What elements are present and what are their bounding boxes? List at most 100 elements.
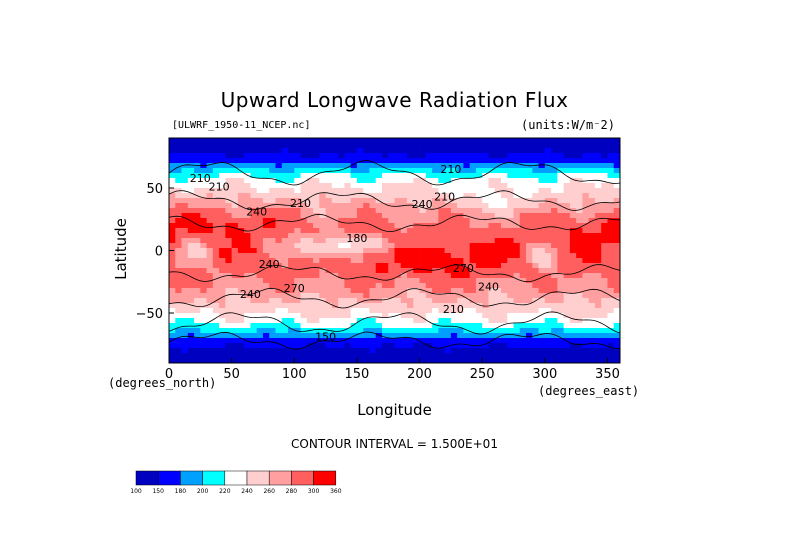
field-cell bbox=[601, 278, 608, 284]
field-cell bbox=[350, 213, 358, 219]
field-cell bbox=[306, 273, 314, 279]
field-cell bbox=[369, 158, 377, 164]
field-cell bbox=[225, 208, 233, 214]
field-cell bbox=[344, 238, 352, 244]
field-cell bbox=[281, 228, 289, 234]
field-cell bbox=[588, 283, 596, 289]
field-cell bbox=[488, 208, 496, 214]
field-cell bbox=[281, 148, 289, 154]
field-cell bbox=[294, 153, 301, 159]
field-cell bbox=[425, 138, 433, 144]
contour-label: 210 bbox=[290, 197, 311, 210]
field-cell bbox=[244, 233, 251, 239]
field-cell bbox=[582, 158, 590, 164]
field-cell bbox=[438, 158, 446, 164]
field-cell bbox=[507, 268, 514, 274]
field-cell bbox=[206, 263, 214, 269]
field-cell bbox=[463, 168, 471, 174]
field-cell bbox=[175, 328, 182, 334]
field-cell bbox=[338, 268, 345, 274]
field-cell bbox=[469, 248, 477, 254]
field-cell bbox=[425, 193, 433, 199]
field-cell bbox=[488, 293, 496, 299]
field-cell bbox=[582, 258, 590, 264]
field-cell bbox=[419, 328, 427, 334]
field-cell bbox=[407, 208, 414, 214]
field-cell bbox=[419, 173, 427, 179]
field-cell bbox=[219, 153, 226, 159]
field-cell bbox=[613, 168, 620, 174]
field-cell bbox=[551, 338, 558, 344]
field-cell bbox=[457, 283, 464, 289]
field-cell bbox=[313, 188, 320, 194]
field-cell bbox=[394, 233, 402, 239]
field-cell bbox=[594, 223, 602, 229]
field-cell bbox=[400, 253, 408, 259]
field-cell bbox=[607, 168, 615, 174]
field-cell bbox=[582, 283, 590, 289]
field-cell bbox=[262, 353, 270, 359]
field-cell bbox=[526, 263, 533, 269]
field-cell bbox=[294, 333, 301, 339]
field-cell bbox=[363, 348, 370, 354]
field-cell bbox=[607, 328, 615, 334]
y-tick-label: 0 bbox=[155, 245, 163, 260]
x-tick-label: 50 bbox=[223, 367, 240, 382]
field-cell bbox=[519, 238, 527, 244]
field-cell bbox=[551, 213, 558, 219]
field-cell bbox=[306, 308, 314, 314]
field-cell bbox=[500, 323, 508, 329]
field-cell bbox=[457, 348, 464, 354]
field-cell bbox=[306, 318, 314, 324]
field-cell bbox=[551, 293, 558, 299]
field-cell bbox=[169, 313, 176, 319]
field-cell bbox=[407, 353, 414, 359]
field-cell bbox=[325, 333, 333, 339]
field-cell bbox=[381, 313, 389, 319]
field-cell bbox=[488, 223, 496, 229]
field-cell bbox=[381, 318, 389, 324]
field-cell bbox=[356, 358, 364, 363]
field-cell bbox=[582, 343, 590, 349]
field-cell bbox=[200, 153, 207, 159]
field-cell bbox=[331, 318, 339, 324]
field-cell bbox=[519, 243, 527, 249]
field-cell bbox=[175, 223, 182, 229]
field-cell bbox=[331, 213, 339, 219]
field-cell bbox=[237, 173, 245, 179]
field-cell bbox=[356, 193, 364, 199]
field-cell bbox=[532, 183, 539, 189]
field-cell bbox=[457, 153, 464, 159]
field-cell bbox=[607, 153, 615, 159]
field-cell bbox=[400, 318, 408, 324]
field-cell bbox=[594, 188, 602, 194]
field-cell bbox=[363, 323, 370, 329]
field-cell bbox=[475, 303, 483, 309]
field-cell bbox=[281, 143, 289, 149]
field-cell bbox=[319, 158, 326, 164]
field-cell bbox=[363, 193, 370, 199]
field-cell bbox=[200, 173, 207, 179]
field-cell bbox=[607, 188, 615, 194]
field-cell bbox=[576, 168, 583, 174]
field-cell bbox=[350, 193, 358, 199]
field-cell bbox=[425, 358, 433, 363]
field-cell bbox=[356, 293, 364, 299]
field-cell bbox=[388, 323, 395, 329]
field-cell bbox=[582, 223, 590, 229]
field-cell bbox=[544, 198, 552, 204]
field-cell bbox=[594, 233, 602, 239]
field-cell bbox=[350, 338, 358, 344]
field-cell bbox=[300, 353, 308, 359]
field-cell bbox=[175, 153, 182, 159]
field-cell bbox=[551, 358, 558, 363]
field-cell bbox=[269, 288, 276, 294]
field-cell bbox=[381, 188, 389, 194]
field-cell bbox=[237, 228, 245, 234]
y-axis: 500−50 bbox=[136, 182, 174, 322]
field-cell bbox=[507, 318, 514, 324]
field-cell bbox=[475, 328, 483, 334]
field-cell bbox=[175, 283, 182, 289]
field-cell bbox=[450, 193, 458, 199]
field-cell bbox=[432, 243, 439, 249]
